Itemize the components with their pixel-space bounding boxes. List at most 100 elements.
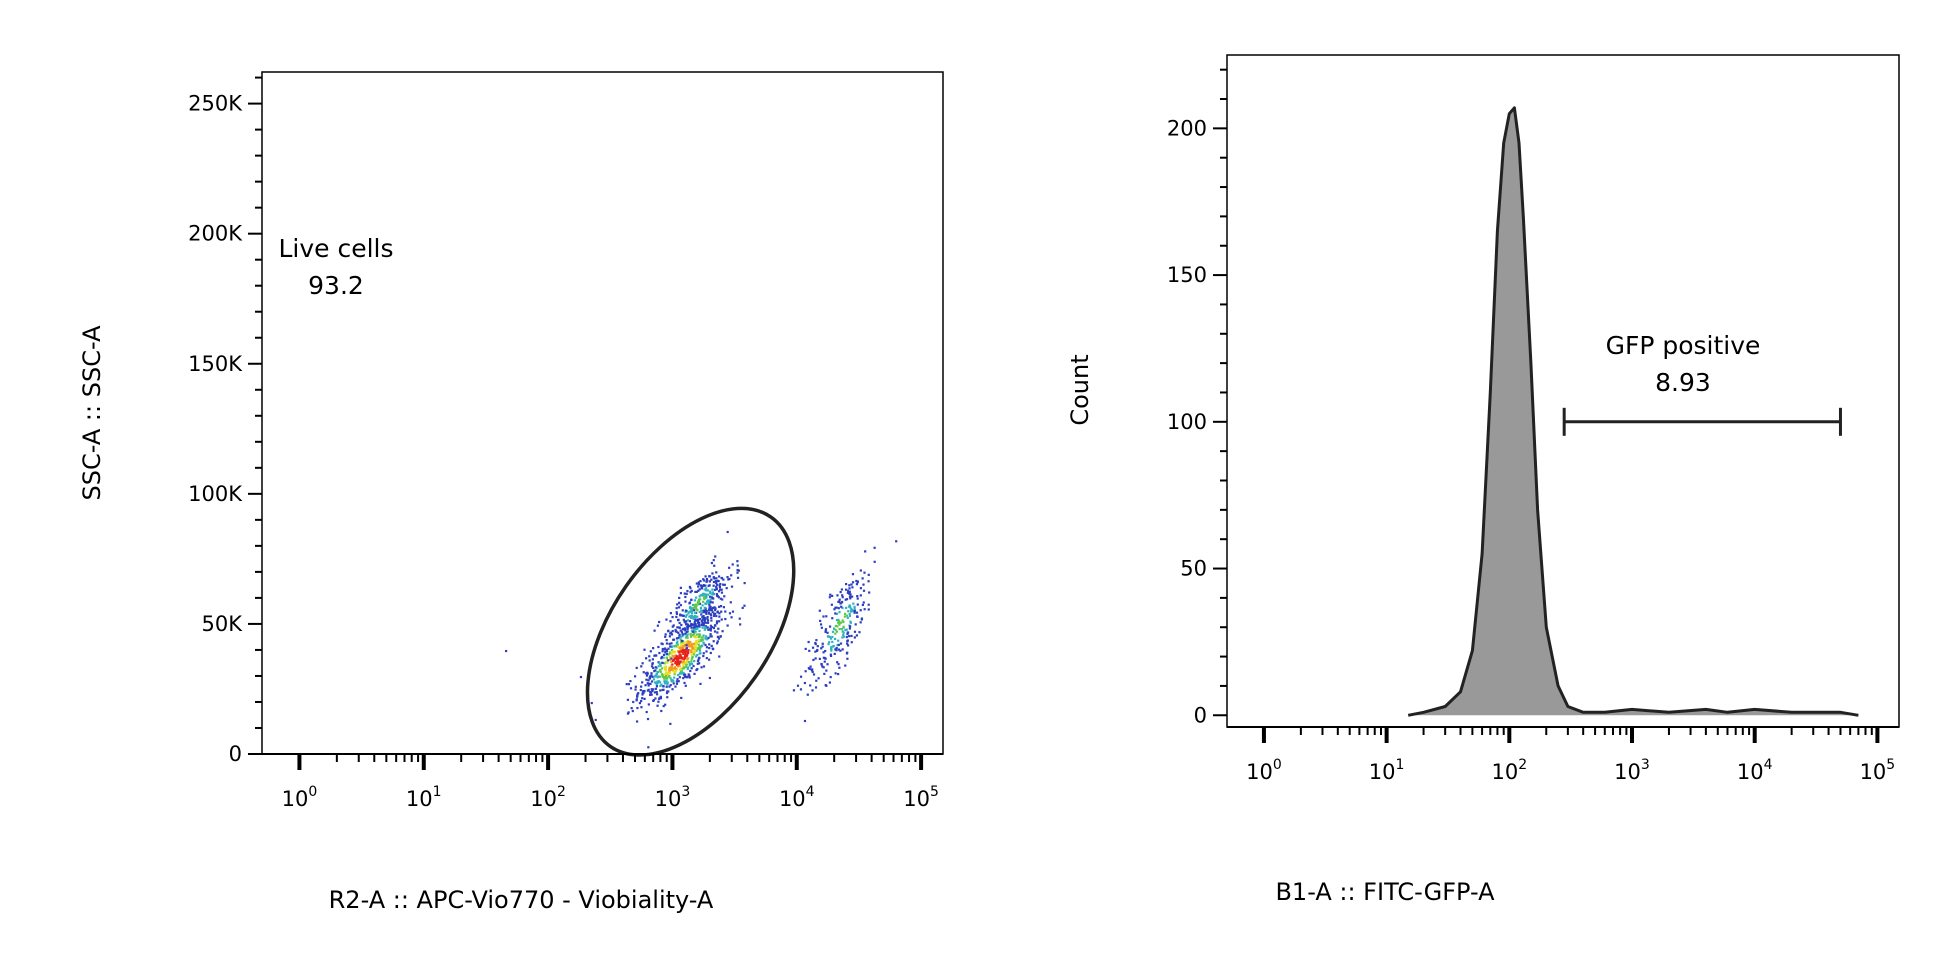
event-dot (799, 688, 803, 691)
event-dot (673, 645, 676, 648)
event-dot (838, 627, 841, 631)
event-dot (677, 631, 680, 634)
event-dot (661, 650, 664, 653)
event-dot (714, 555, 717, 558)
event-dot (709, 627, 712, 630)
event-dot (706, 615, 709, 619)
event-dot (698, 652, 701, 655)
event-dot (720, 576, 723, 580)
event-dot (670, 648, 674, 652)
event-dot (705, 589, 708, 592)
event-dot (694, 611, 697, 614)
live-cells-gate[interactable] (546, 472, 836, 792)
event-dot (827, 635, 830, 638)
event-dot (848, 587, 851, 590)
event-dot (696, 627, 699, 630)
event-dot (683, 681, 686, 685)
event-dot (652, 688, 655, 691)
event-dot (684, 615, 687, 618)
event-dot (822, 615, 825, 618)
event-dot (660, 655, 664, 659)
event-dot (709, 601, 712, 604)
event-dot (837, 607, 840, 610)
event-dot (699, 682, 702, 685)
event-dot (686, 666, 690, 669)
event-dot (704, 609, 707, 612)
event-dot (708, 676, 711, 680)
event-dot (670, 642, 673, 645)
event-dot (668, 635, 671, 638)
event-dot (711, 588, 714, 591)
event-dot (694, 618, 697, 621)
left-x-tick-label: 104 (779, 784, 815, 811)
event-dot (856, 595, 859, 598)
event-dot (679, 660, 683, 664)
event-dot (825, 684, 828, 687)
event-dot (660, 709, 663, 713)
event-dot (681, 635, 684, 638)
event-dot (680, 614, 683, 617)
event-dot (668, 651, 672, 654)
event-dot (694, 644, 697, 647)
event-dot (671, 625, 674, 628)
event-dot (706, 589, 710, 592)
event-dot (693, 625, 696, 629)
event-dot (659, 663, 662, 666)
event-dot (683, 592, 686, 595)
event-dot (715, 583, 719, 586)
event-dot (678, 647, 681, 650)
event-dot (648, 677, 652, 680)
event-dot (711, 625, 714, 629)
gate-label-name: Live cells (278, 234, 393, 263)
event-dot (847, 605, 851, 608)
event-dot (706, 619, 710, 622)
x-axis-title: B1-A :: FITC-GFP-A (1275, 878, 1495, 906)
event-dot (676, 657, 679, 660)
event-dot (814, 650, 817, 653)
event-dot (743, 604, 746, 607)
event-dot (844, 628, 847, 632)
event-dot (847, 610, 850, 613)
event-dot (873, 560, 876, 563)
event-dot (698, 617, 701, 621)
event-dot (677, 650, 680, 653)
event-dot (669, 620, 672, 623)
event-dot (665, 618, 668, 621)
event-dot (680, 641, 683, 644)
event-dot (855, 583, 859, 586)
event-dot (682, 659, 686, 663)
left-x-tick-label: 100 (282, 784, 318, 811)
left-x-tick-label: 101 (406, 784, 442, 811)
event-dot (848, 614, 852, 618)
event-dot (678, 676, 681, 679)
event-dot (691, 614, 694, 618)
event-dot (670, 652, 673, 655)
event-dot (818, 609, 821, 612)
event-dot (690, 598, 693, 602)
event-dot (814, 657, 817, 660)
event-dot (730, 616, 733, 619)
event-dot (645, 678, 648, 681)
event-dot (678, 621, 681, 625)
event-dot (852, 602, 855, 605)
event-dot (662, 705, 665, 708)
event-dot (731, 563, 734, 566)
event-dot (700, 666, 703, 669)
event-dot (682, 618, 685, 621)
event-dot (649, 693, 652, 696)
event-dot (837, 600, 840, 603)
event-dot (663, 666, 666, 669)
event-dot (695, 636, 698, 639)
event-dot (641, 681, 644, 684)
event-dot (665, 676, 668, 679)
event-dot (705, 577, 709, 581)
histogram-area (1408, 107, 1859, 716)
event-dot (824, 629, 827, 632)
event-dot (702, 665, 706, 668)
event-dot (809, 684, 812, 687)
event-dot (670, 666, 673, 669)
left-y-tick-label: 0 (229, 742, 242, 766)
event-dot (705, 587, 708, 590)
event-dot (671, 654, 674, 658)
event-dot (711, 572, 714, 575)
